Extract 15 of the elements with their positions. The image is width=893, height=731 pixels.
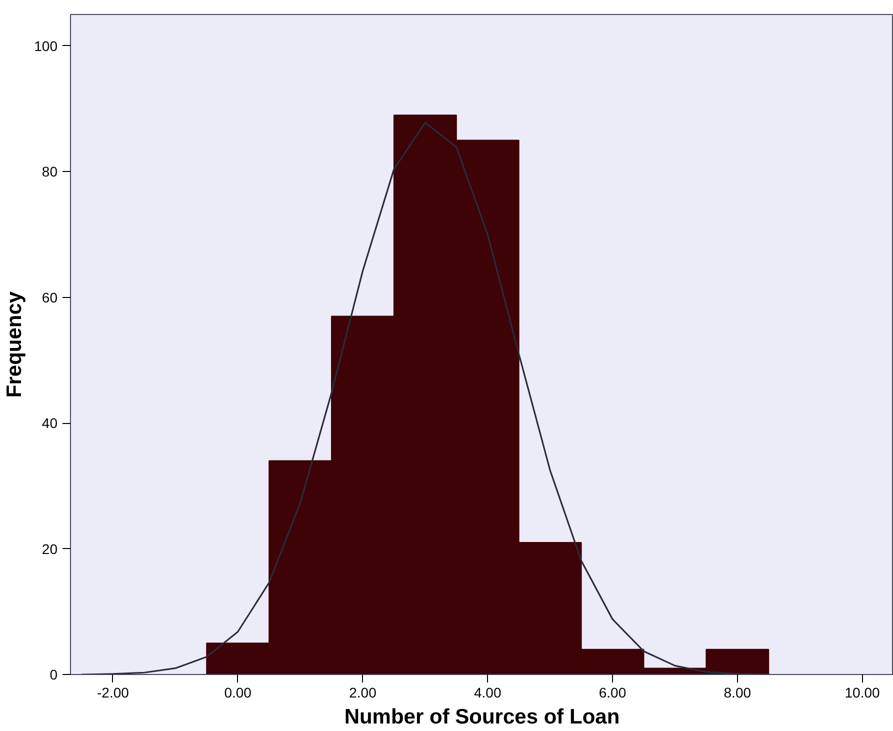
y-tick-label: 80 <box>42 164 58 180</box>
y-axis-title: Frequency <box>3 291 26 398</box>
x-tick-label: 4.00 <box>474 684 502 700</box>
x-tick-label: 6.00 <box>598 684 626 700</box>
x-tick-label: -2.00 <box>97 684 130 700</box>
y-tick-label: 100 <box>34 38 58 54</box>
y-tick-label: 40 <box>42 415 58 432</box>
x-tick-label: 2.00 <box>349 684 377 700</box>
y-tick-label: 0 <box>50 666 58 682</box>
y-tick-label: 60 <box>42 289 58 306</box>
x-tick-label: 8.00 <box>724 684 752 700</box>
y-tick-label: 20 <box>42 540 58 557</box>
x-tick-label: 10.00 <box>844 684 880 700</box>
x-axis-title: Number of Sources of Loan <box>344 706 620 728</box>
x-tick-label: 0.00 <box>224 684 252 700</box>
